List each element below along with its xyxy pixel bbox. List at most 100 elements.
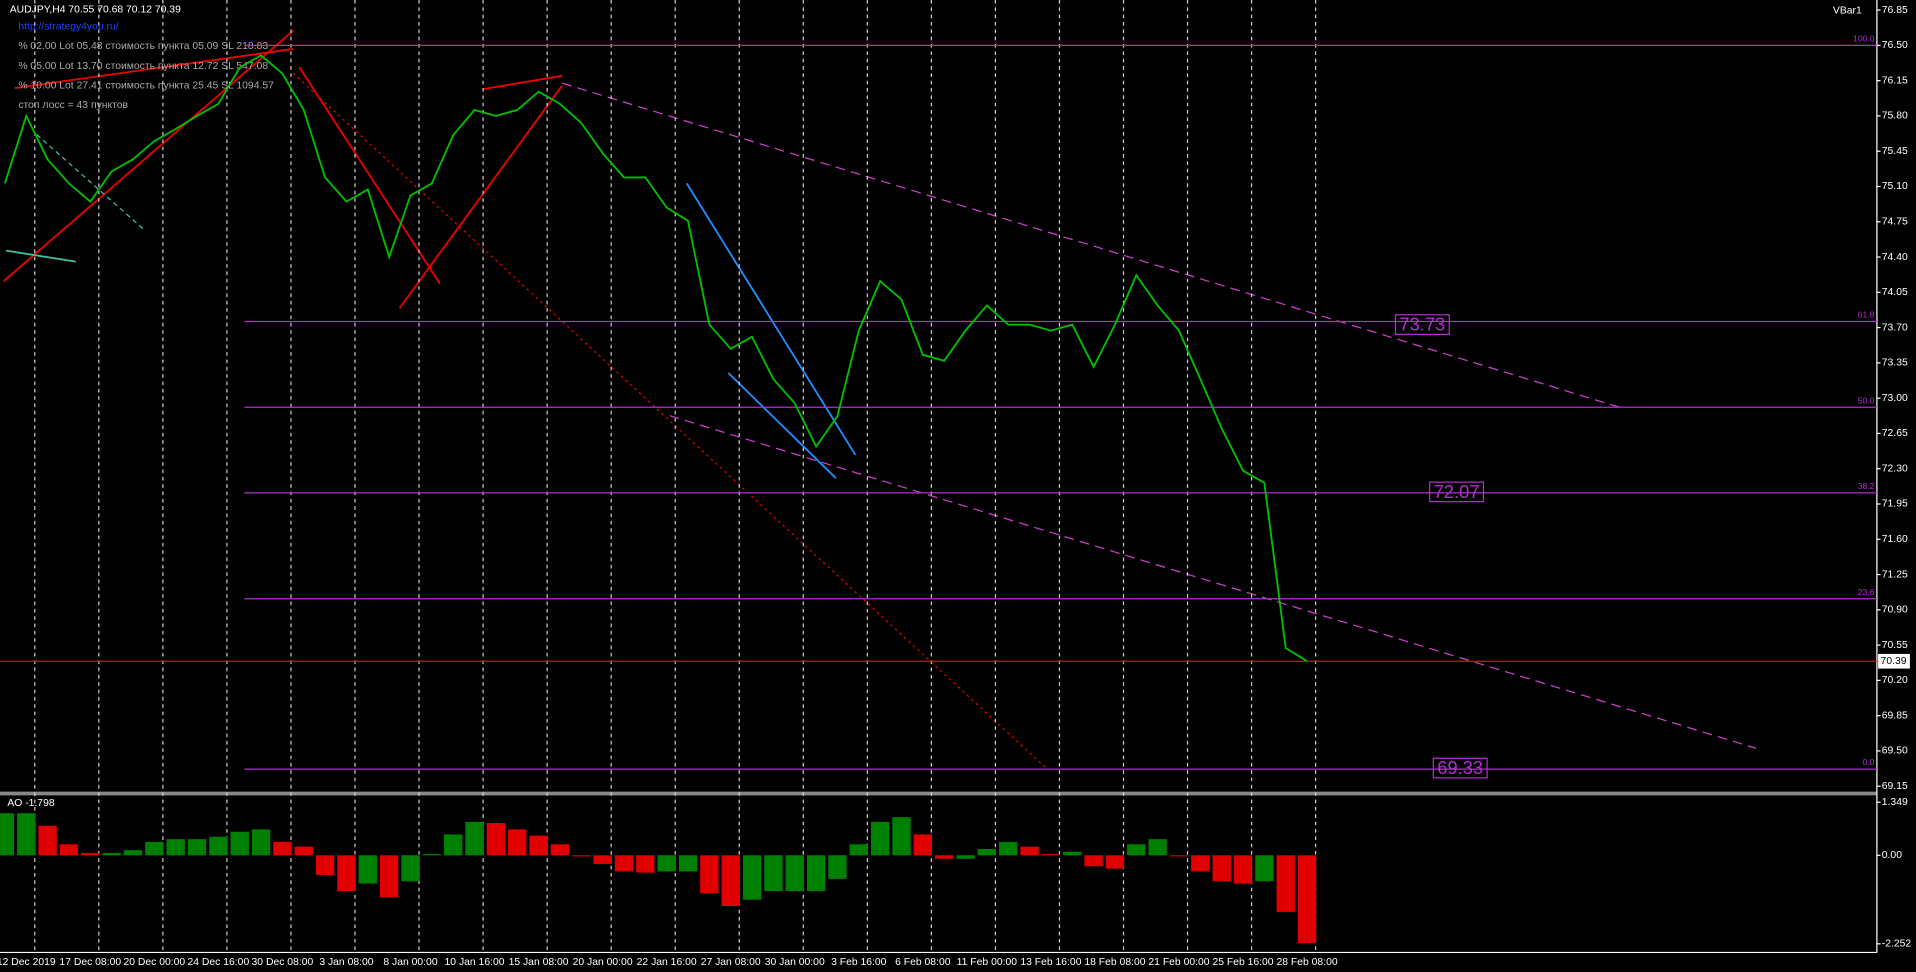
ao-bar (892, 817, 911, 856)
url: http://strategy4you.ru/ (18, 22, 118, 33)
y-tick-label: 73.70 (1882, 322, 1908, 333)
ao-bar (700, 855, 719, 894)
ao-bar (102, 852, 121, 856)
x-tick-label: 15 Jan 08:00 (509, 957, 569, 968)
x-tick-label: 18 Feb 08:00 (1084, 957, 1145, 968)
x-tick-label: 8 Jan 00:00 (383, 957, 437, 968)
trendline (5, 249, 76, 263)
ao-bar (614, 855, 634, 872)
y-tick-label: 70.20 (1882, 675, 1908, 686)
fibo-label: 50.0 (1858, 395, 1875, 405)
last-price-box (1878, 653, 1910, 669)
ao-bar (806, 855, 826, 892)
ao-bar (764, 855, 783, 892)
ao-bar (956, 855, 975, 859)
y-tick-label: 74.75 (1882, 216, 1908, 227)
x-tick-label: 3 Feb 16:00 (831, 957, 887, 968)
ao-bar (572, 855, 591, 857)
y-tick-label: 76.85 (1882, 5, 1908, 16)
trendline (685, 182, 857, 456)
ao-bar (444, 834, 463, 856)
ao-bar (1169, 855, 1189, 857)
y-tick-label: 71.60 (1882, 534, 1908, 545)
drawings (3, 29, 1757, 770)
y-tick-label: 76.15 (1882, 75, 1908, 86)
ao-bar (529, 835, 548, 856)
y-tick-label: 0.00 (1882, 850, 1902, 861)
ao-bar (187, 839, 207, 856)
x-tick-label: 12 Dec 2019 (0, 957, 56, 968)
ao-bar (422, 854, 441, 856)
x-tick-label: 21 Feb 00:00 (1148, 957, 1209, 968)
ao-bar (1233, 855, 1253, 884)
y-tick-label: 70.90 (1882, 605, 1908, 616)
ao-bar (636, 855, 655, 873)
ao-bar (273, 841, 292, 856)
trendline (14, 47, 294, 89)
chart-title: AUDJPY,H4 70.55 70.68 70.12 70.39 (10, 5, 181, 16)
ao-bar (1191, 855, 1210, 872)
ao-bar (1297, 855, 1317, 943)
trendline (398, 85, 563, 309)
trendline (36, 134, 144, 230)
ao-bar (465, 821, 484, 856)
y-tick-label: -2.252 (1882, 939, 1912, 950)
ao-bar (17, 813, 36, 856)
trendline (298, 66, 441, 285)
x-tick-label: 11 Feb 00:00 (957, 957, 1018, 968)
price-tag: 69.33 (1437, 757, 1483, 778)
price-tag-box (1429, 481, 1485, 503)
ao-bar (1041, 854, 1061, 856)
channel-line (669, 415, 1757, 749)
x-tick-label: 30 Dec 08:00 (252, 957, 314, 968)
ao-bar (0, 813, 15, 856)
ao-bar (849, 844, 868, 856)
ao-bar (1212, 855, 1231, 882)
y-tick-label: 74.40 (1882, 252, 1908, 263)
ao-bar (251, 829, 271, 856)
indicator-title: AO -1.798 (7, 798, 55, 809)
ao-bar (1105, 855, 1125, 869)
ao-bar (678, 855, 698, 872)
ao-bar (550, 844, 570, 856)
x-tick-label: 25 Feb 16:00 (1212, 957, 1273, 968)
price-tag: 73.73 (1399, 314, 1445, 335)
ao-bar (81, 852, 100, 856)
ao-bar (401, 855, 420, 882)
ao-bar (870, 821, 890, 856)
ao-bar (742, 855, 762, 900)
channel-line (561, 82, 1620, 408)
x-tick-label: 24 Dec 16:00 (188, 957, 250, 968)
price-line (4, 54, 1308, 662)
ao-bar (230, 831, 249, 856)
ao-bar (1148, 839, 1167, 856)
x-tick-label: 3 Jan 08:00 (319, 957, 373, 968)
y-tick-label: 72.65 (1882, 428, 1908, 439)
ao-bar (166, 839, 185, 856)
x-tick-label: 6 Feb 08:00 (895, 957, 951, 968)
ao-bar (1255, 855, 1274, 882)
indicator-name: VBar1 (1833, 6, 1862, 17)
x-tick-label: 13 Feb 16:00 (1020, 957, 1081, 968)
ao-bar (828, 855, 847, 879)
y-tick-label: 71.95 (1882, 499, 1908, 510)
stop-loss: стоп лосс = 43 пунктов (18, 100, 128, 111)
trendline (727, 372, 837, 479)
ao-bar (721, 855, 740, 906)
ao-bar (935, 855, 954, 859)
x-tick-label: 20 Dec 00:00 (123, 957, 185, 968)
risk-line: % 10.00 Lot 27.41 стоимость пункта 25.45… (18, 80, 274, 91)
trendline (482, 74, 563, 91)
ao-bar (337, 855, 356, 892)
ao-bar (593, 855, 612, 864)
y-tick-label: 1.349 (1882, 797, 1908, 808)
ao-bar (209, 836, 228, 856)
ao-bar (315, 855, 335, 875)
y-tick-label: 73.00 (1882, 393, 1908, 404)
ao-bar (486, 823, 506, 856)
y-tick-label: 69.50 (1882, 746, 1908, 757)
fibo-label: 23.6 (1858, 587, 1875, 597)
